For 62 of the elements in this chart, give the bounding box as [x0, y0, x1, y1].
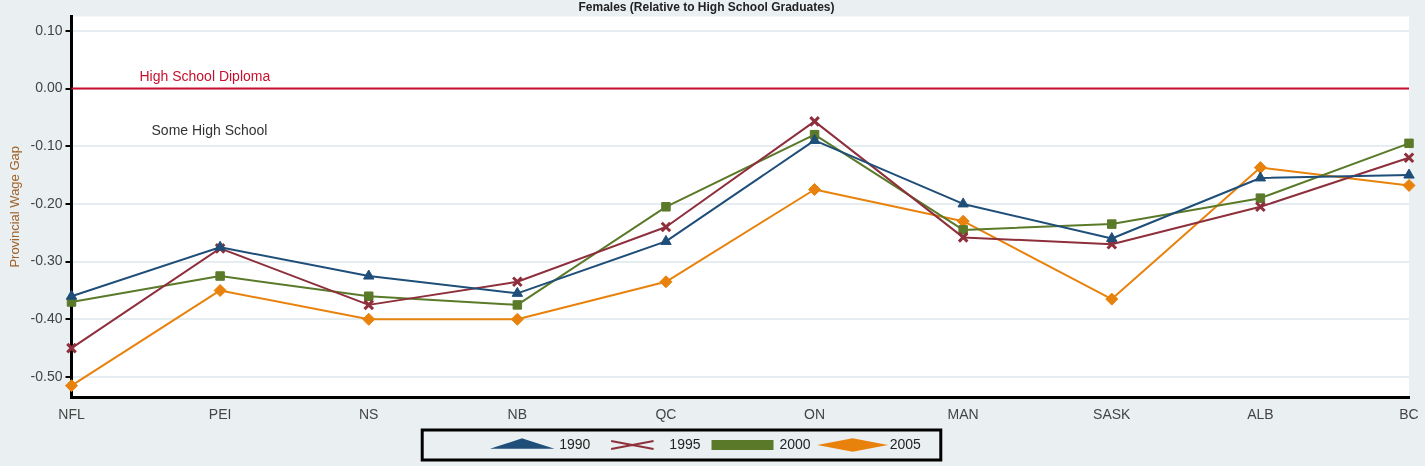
point	[1105, 292, 1119, 306]
point	[661, 202, 671, 212]
point	[213, 283, 227, 297]
point	[215, 271, 225, 281]
point	[1254, 171, 1267, 182]
point	[1107, 219, 1117, 229]
point	[1404, 138, 1414, 149]
y-tick-label: -0.20	[30, 194, 63, 211]
point	[660, 234, 672, 245]
y-tick-label: 0.00	[35, 79, 63, 96]
annotation: Some High School	[151, 122, 268, 139]
x-tick-label: PEI	[208, 406, 232, 423]
point	[808, 133, 821, 144]
legend-label: 1990	[559, 435, 591, 452]
point	[1255, 193, 1266, 203]
y-tick-label: -0.30	[30, 252, 63, 269]
point	[65, 289, 78, 300]
point	[808, 115, 821, 128]
legend-label: 1995	[669, 435, 701, 452]
point	[363, 269, 375, 280]
x-tick-label: NFL	[58, 406, 85, 423]
point	[660, 221, 672, 233]
point	[956, 214, 970, 228]
point	[958, 225, 968, 235]
point	[1403, 168, 1415, 179]
point	[362, 299, 375, 311]
point	[808, 182, 822, 196]
x-tick-label: NS	[359, 406, 379, 423]
x-tick-label: ON	[804, 406, 826, 423]
ref-line-label: High School Diploma	[139, 68, 271, 85]
chart-title: Females (Relative to High School Graduates)	[578, 0, 835, 14]
point	[512, 300, 523, 310]
y-tick-label: -0.40	[30, 310, 63, 327]
point	[1254, 201, 1267, 213]
x-tick-label: SASK	[1093, 406, 1132, 423]
x-tick-label: QC	[655, 406, 677, 423]
point	[1106, 232, 1118, 243]
y-axis-title: Provincial Wage Gap	[7, 145, 23, 268]
point	[363, 291, 374, 301]
point	[214, 242, 226, 255]
point	[511, 286, 524, 297]
point	[1403, 152, 1415, 164]
x-tick-label: MAN	[947, 406, 979, 423]
point	[957, 197, 969, 208]
point	[957, 231, 969, 244]
point	[511, 276, 524, 288]
point	[65, 379, 79, 393]
x-tick-label: ALB	[1247, 406, 1274, 423]
y-tick-label: -0.50	[30, 367, 63, 384]
point	[659, 275, 673, 289]
point	[1402, 178, 1416, 192]
x-tick-label: BC	[1399, 406, 1419, 423]
point	[510, 312, 524, 326]
y-tick-label: 0.10	[35, 21, 63, 38]
y-tick-label: -0.10	[30, 137, 63, 154]
point	[214, 240, 226, 251]
legend-label: 2000	[779, 435, 811, 452]
point	[1253, 161, 1267, 175]
point	[65, 342, 78, 354]
point	[362, 312, 376, 326]
legend-label: 2005	[889, 435, 921, 452]
x-tick-label: NB	[507, 406, 528, 423]
